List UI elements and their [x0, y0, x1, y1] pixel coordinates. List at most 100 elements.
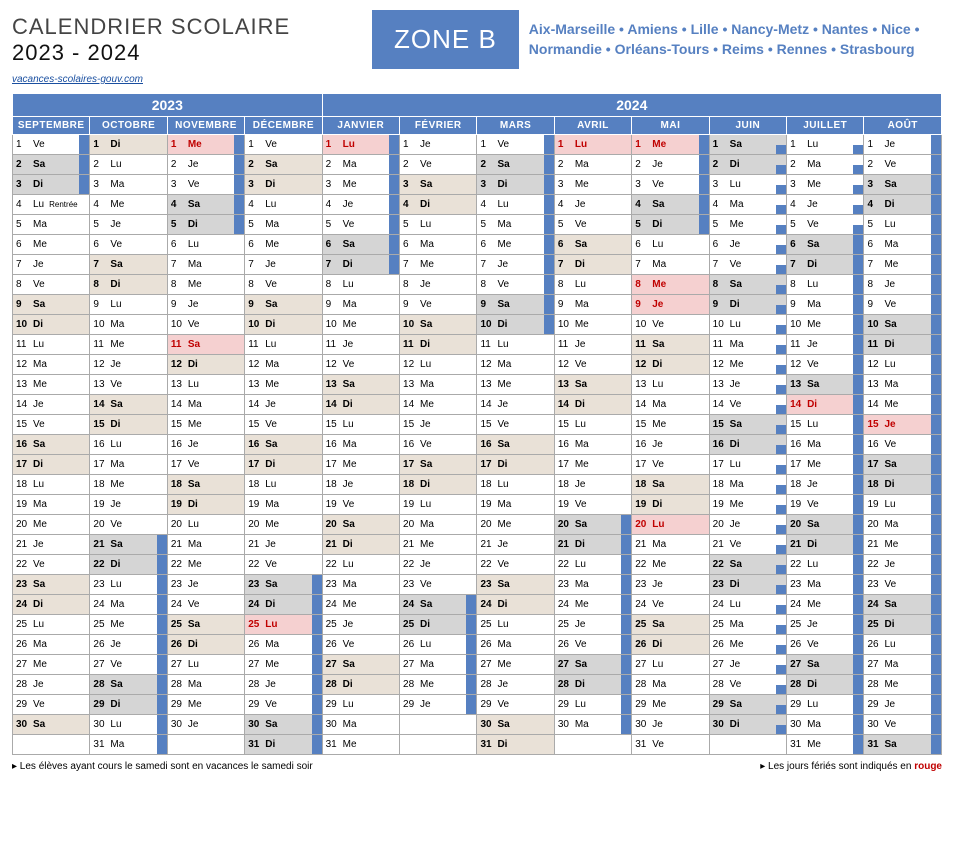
day-cell: 27Me — [13, 655, 90, 675]
footer-left: ▸ Les élèves ayant cours le samedi sont … — [12, 761, 313, 772]
day-cell: 30Sa — [13, 715, 90, 735]
day-cell: 8Lu — [787, 275, 864, 295]
day-cell: 9Sa — [245, 295, 322, 315]
day-cell: 21Je — [13, 535, 90, 555]
day-cell: 13Me — [13, 375, 90, 395]
day-cell: 20Sa — [787, 515, 864, 535]
day-cell: 13Ma — [864, 375, 942, 395]
day-cell: 24Di — [477, 595, 554, 615]
day-cell: 30Ma — [787, 715, 864, 735]
day-cell: 3Me — [322, 175, 399, 195]
day-cell: 20Sa — [322, 515, 399, 535]
day-cell: 16Ma — [787, 435, 864, 455]
day-cell: 12Ma — [477, 355, 554, 375]
day-cell: 27Ma — [864, 655, 942, 675]
day-cell: 2Ma — [787, 155, 864, 175]
day-cell: 15Ve — [477, 415, 554, 435]
footer-right: ▸ Les jours fériés sont indiqués en roug… — [760, 761, 942, 772]
day-cell: 15Lu — [322, 415, 399, 435]
day-cell: 17Me — [787, 455, 864, 475]
day-cell: 10Di — [477, 315, 554, 335]
day-cell: 25Sa — [167, 615, 244, 635]
day-cell: 30Ma — [322, 715, 399, 735]
day-cell: 17Lu — [709, 455, 786, 475]
day-cell: 26Di — [167, 635, 244, 655]
day-cell: 6Me — [13, 235, 90, 255]
month-header: JUILLET — [787, 117, 864, 135]
day-cell: 25Je — [554, 615, 631, 635]
day-cell: 26Me — [709, 635, 786, 655]
day-cell: 13Je — [709, 375, 786, 395]
day-cell: 20Lu — [167, 515, 244, 535]
day-cell: 1Ve — [13, 135, 90, 155]
day-cell: 29Ve — [13, 695, 90, 715]
day-cell: 9Ve — [400, 295, 477, 315]
day-cell: 4Lu — [477, 195, 554, 215]
month-header: MAI — [632, 117, 709, 135]
day-cell: 7Je — [477, 255, 554, 275]
day-cell: 17Di — [245, 455, 322, 475]
zone-badge: ZONE B — [372, 10, 519, 69]
day-cell: 10Me — [322, 315, 399, 335]
day-cell: 16Sa — [245, 435, 322, 455]
day-cell: 3Me — [554, 175, 631, 195]
month-header: NOVEMBRE — [167, 117, 244, 135]
day-cell: 9Di — [709, 295, 786, 315]
day-cell: 21Sa — [90, 535, 167, 555]
day-cell: 12Ve — [322, 355, 399, 375]
day-cell: 14Je — [245, 395, 322, 415]
title-line1: CALENDRIER SCOLAIRE — [12, 14, 362, 40]
day-cell: 30Je — [167, 715, 244, 735]
day-cell: 7Di — [787, 255, 864, 275]
day-cell: 9Sa — [13, 295, 90, 315]
day-cell: 6Ve — [90, 235, 167, 255]
day-cell: 11Sa — [167, 335, 244, 355]
day-cell: 19Ma — [245, 495, 322, 515]
day-cell: 25Lu — [477, 615, 554, 635]
day-cell: 22Me — [167, 555, 244, 575]
day-cell: 7Ma — [632, 255, 709, 275]
day-cell: 11Je — [322, 335, 399, 355]
day-cell: 17Di — [13, 455, 90, 475]
day-cell: 10Sa — [864, 315, 942, 335]
day-cell: 27Me — [245, 655, 322, 675]
day-cell: 8Ve — [13, 275, 90, 295]
day-cell: 3Di — [245, 175, 322, 195]
day-cell: 23Sa — [245, 575, 322, 595]
day-cell: 1Je — [400, 135, 477, 155]
day-cell: 16Je — [632, 435, 709, 455]
day-cell: 16Sa — [13, 435, 90, 455]
day-cell: 20Ma — [864, 515, 942, 535]
day-cell: 28Di — [554, 675, 631, 695]
day-cell: 3Sa — [864, 175, 942, 195]
day-cell: 2Sa — [13, 155, 90, 175]
day-cell: 29Je — [400, 695, 477, 715]
day-cell: 29Lu — [322, 695, 399, 715]
day-cell: 3Ma — [90, 175, 167, 195]
cities-list: Aix-Marseille • Amiens • Lille • Nancy-M… — [529, 20, 942, 59]
day-cell: 16Je — [167, 435, 244, 455]
day-cell: 23Ve — [864, 575, 942, 595]
day-cell: 31Ma — [90, 735, 167, 755]
day-cell: 24Me — [787, 595, 864, 615]
month-header: SEPTEMBRE — [13, 117, 90, 135]
day-cell: 25Je — [322, 615, 399, 635]
day-cell: 1Lu — [554, 135, 631, 155]
day-cell: 26Di — [632, 635, 709, 655]
day-cell: 4Sa — [167, 195, 244, 215]
day-cell: 20Lu — [632, 515, 709, 535]
day-cell: 6Lu — [167, 235, 244, 255]
source-link[interactable]: vacances-scolaires-gouv.com — [12, 74, 143, 85]
day-cell: 24Ve — [632, 595, 709, 615]
day-cell: 12Ve — [787, 355, 864, 375]
day-cell: 28Me — [400, 675, 477, 695]
day-cell: 17Sa — [400, 455, 477, 475]
day-cell: 25Me — [90, 615, 167, 635]
day-cell: 16Ma — [554, 435, 631, 455]
day-cell: 12Di — [167, 355, 244, 375]
day-cell: 21Ma — [632, 535, 709, 555]
day-cell: 4Je — [787, 195, 864, 215]
month-header: JUIN — [709, 117, 786, 135]
day-cell: 3Ve — [632, 175, 709, 195]
day-cell: 19Ma — [13, 495, 90, 515]
